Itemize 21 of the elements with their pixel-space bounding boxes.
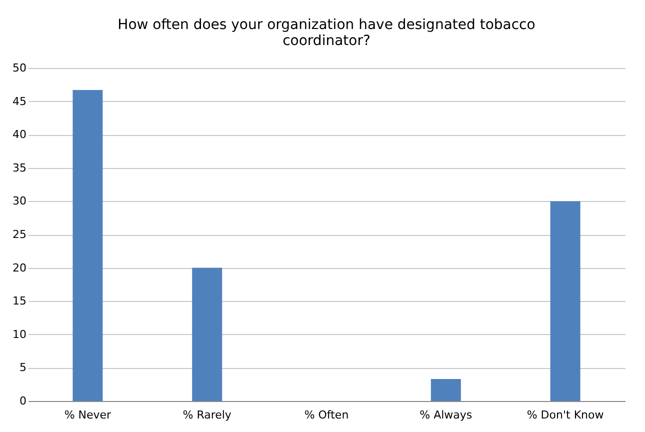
x-tick-label: % Don't Know <box>526 408 604 422</box>
bar <box>192 268 222 401</box>
x-tick-label: % Never <box>64 408 112 422</box>
y-tick-label: 30 <box>12 194 26 208</box>
y-tick-label: 25 <box>12 228 26 241</box>
y-tick-label: 5 <box>20 361 26 374</box>
x-tick-label: % Rarely <box>182 408 232 422</box>
y-tick-label: 20 <box>12 261 26 274</box>
y-tick-label: 50 <box>12 62 26 74</box>
x-tick-label: % Always <box>420 408 472 422</box>
bar <box>550 201 580 401</box>
y-tick-label: 40 <box>12 128 26 142</box>
bar <box>430 379 461 401</box>
chart-title: How often does your organization have designated tobacco coordinator? <box>118 17 536 49</box>
x-tick-label: % Often <box>304 408 349 422</box>
y-tick-label: 15 <box>12 294 26 308</box>
y-tick-label: 0 <box>20 394 26 408</box>
y-tick-label: 45 <box>12 94 26 108</box>
bar <box>72 90 103 401</box>
y-tick-label: 10 <box>12 328 26 341</box>
y-tick-label: 35 <box>12 161 26 174</box>
